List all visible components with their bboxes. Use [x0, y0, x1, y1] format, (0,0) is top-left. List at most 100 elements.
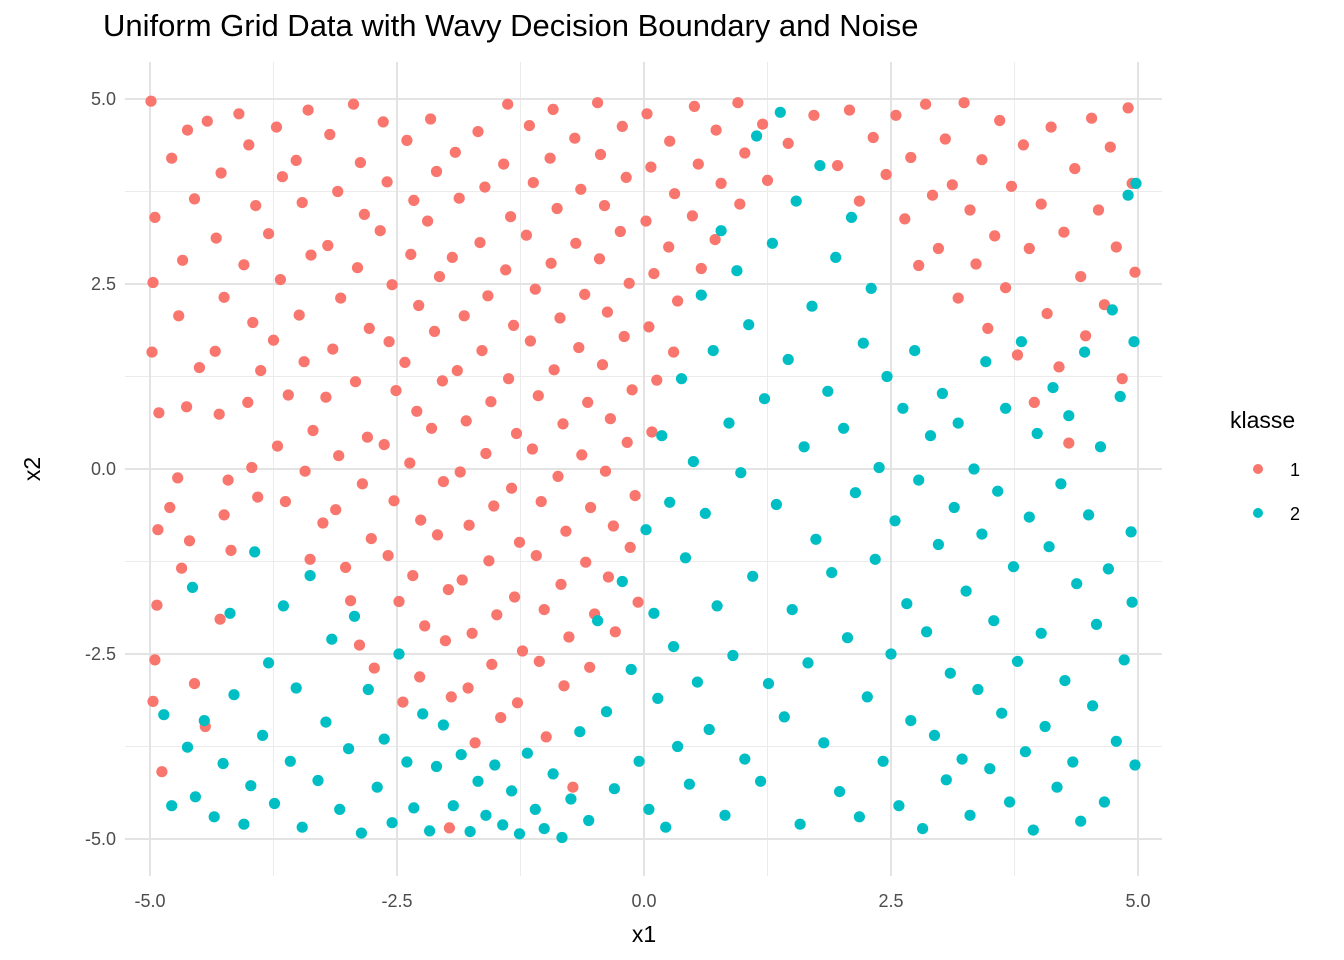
data-point: [153, 407, 165, 419]
data-point: [382, 550, 394, 562]
data-point: [1128, 336, 1140, 348]
data-point: [270, 121, 283, 133]
data-point: [526, 443, 539, 455]
data-point: [905, 715, 917, 727]
data-point: [707, 345, 719, 357]
data-point: [964, 204, 976, 216]
data-point: [593, 253, 606, 265]
data-point: [1017, 139, 1029, 151]
data-point: [335, 292, 347, 304]
data-point: [460, 415, 472, 427]
data-point: [419, 620, 431, 632]
data-point: [355, 827, 367, 839]
data-point: [277, 600, 289, 612]
data-point: [1047, 382, 1059, 394]
data-point: [222, 474, 234, 486]
data-point: [672, 740, 684, 753]
data-point: [474, 237, 486, 249]
data-point: [774, 106, 786, 118]
data-point: [183, 535, 196, 547]
data-point: [660, 821, 672, 833]
data-point: [181, 741, 194, 753]
data-point: [668, 346, 680, 358]
data-point: [156, 766, 168, 778]
data-point: [672, 295, 684, 307]
data-point: [901, 598, 913, 610]
data-point: [880, 168, 892, 181]
data-point: [228, 689, 240, 701]
data-point: [436, 375, 448, 387]
data-point: [695, 262, 707, 275]
data-point: [952, 417, 964, 429]
data-point: [592, 615, 604, 627]
data-point: [832, 160, 844, 172]
data-point: [651, 374, 663, 386]
x-tick-label: 2.5: [878, 891, 903, 911]
data-point: [734, 198, 746, 210]
data-point: [598, 200, 611, 212]
data-point: [826, 567, 838, 579]
data-point: [368, 662, 380, 674]
data-point: [968, 463, 980, 475]
data-point: [909, 345, 921, 357]
data-point: [1035, 198, 1047, 210]
data-point: [263, 657, 275, 669]
data-point: [257, 729, 269, 742]
data-point: [348, 610, 361, 622]
data-point: [454, 466, 466, 478]
data-point: [1035, 627, 1047, 639]
data-point: [567, 781, 579, 793]
data-point: [282, 389, 294, 401]
data-point: [818, 737, 830, 749]
data-point: [243, 139, 255, 151]
data-point: [247, 316, 259, 329]
data-point: [648, 607, 660, 619]
legend: klasse 1 2: [1230, 407, 1300, 524]
data-point: [249, 546, 261, 558]
data-point: [520, 229, 533, 241]
data-point: [201, 115, 213, 127]
data-point: [1104, 141, 1116, 153]
data-point: [506, 785, 518, 797]
data-point: [786, 604, 798, 616]
data-point: [238, 818, 250, 830]
data-point: [735, 467, 747, 479]
data-point: [480, 809, 492, 821]
data-point: [146, 346, 158, 358]
data-point: [692, 158, 704, 170]
data-point: [482, 290, 494, 302]
data-point: [669, 188, 681, 200]
data-point: [538, 823, 550, 835]
data-point: [663, 241, 675, 253]
data-point: [608, 783, 621, 795]
data-point: [731, 265, 743, 277]
data-point: [378, 439, 390, 451]
data-point: [213, 408, 225, 420]
data-point: [687, 456, 700, 468]
data-point: [458, 310, 470, 322]
data-point: [1015, 336, 1027, 348]
data-point: [298, 356, 310, 368]
data-point: [407, 570, 419, 582]
data-point: [497, 819, 509, 831]
x-tick-label: -2.5: [381, 891, 412, 911]
data-point: [1019, 746, 1031, 758]
data-point: [544, 152, 556, 164]
data-point: [399, 356, 411, 368]
data-point: [970, 258, 982, 270]
data-point: [583, 814, 595, 827]
data-point: [890, 109, 902, 121]
data-point: [723, 417, 735, 429]
data-point: [1058, 226, 1070, 238]
data-point: [936, 387, 949, 400]
data-point: [751, 130, 763, 142]
data-point: [1039, 720, 1051, 733]
data-point: [982, 322, 994, 334]
data-point: [625, 663, 637, 676]
data-point: [302, 104, 314, 116]
data-point: [472, 126, 484, 138]
data-point: [996, 707, 1008, 719]
data-point: [530, 550, 542, 562]
data-point: [414, 671, 426, 683]
data-point: [268, 797, 281, 810]
